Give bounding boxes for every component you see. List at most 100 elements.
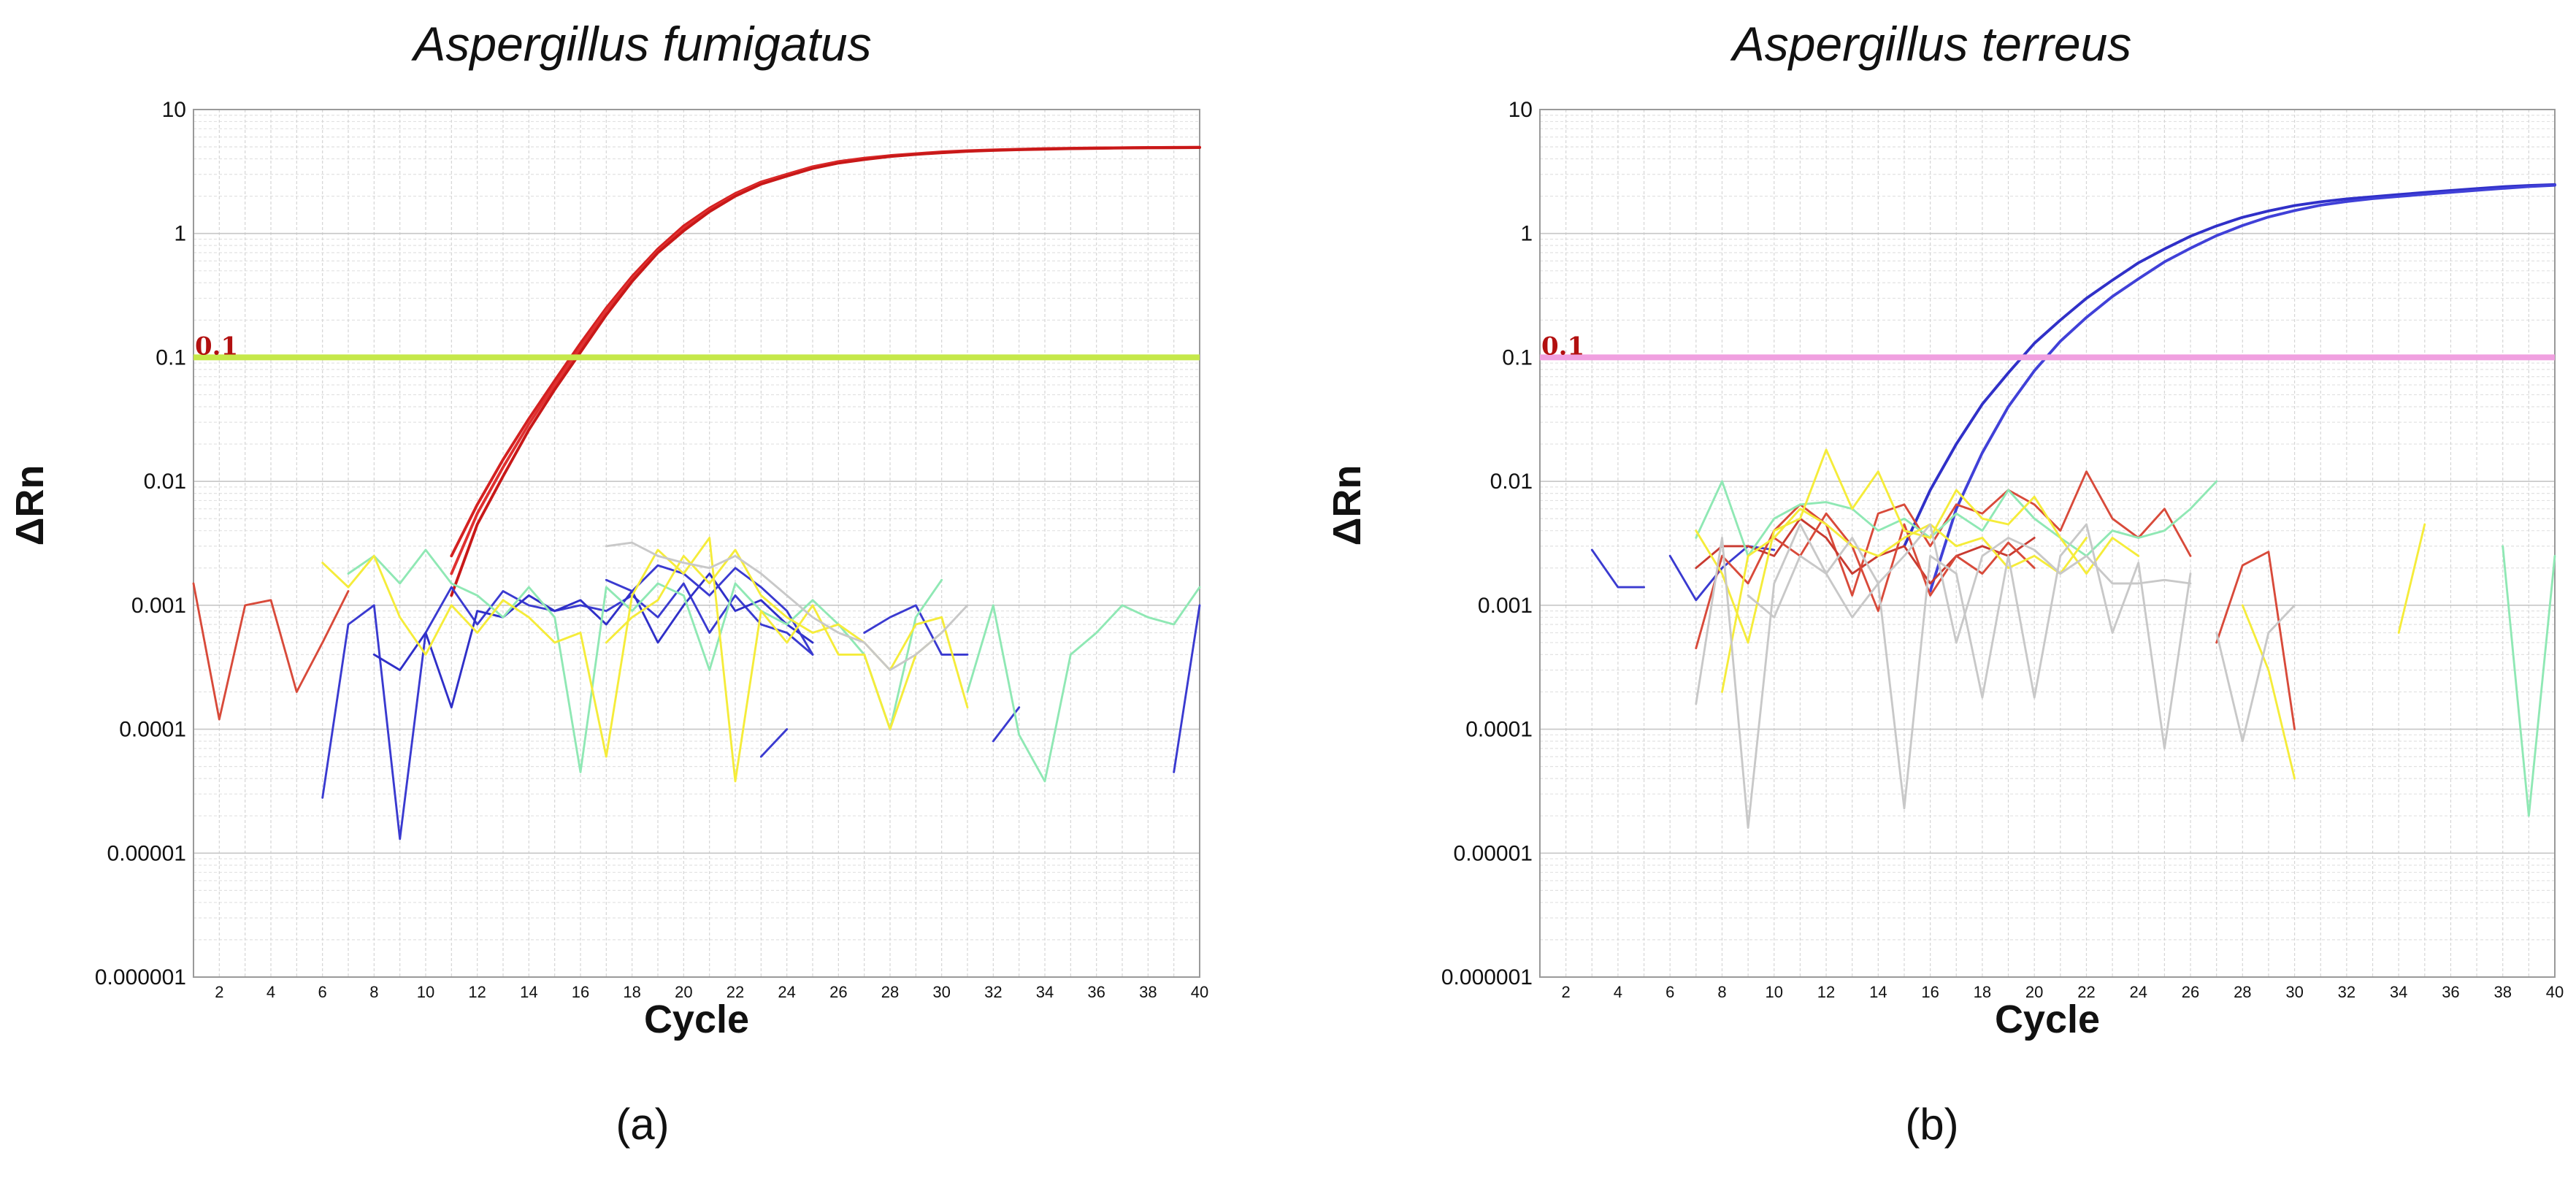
- plot-border: [1539, 109, 2556, 978]
- series-line-noise-red: [192, 582, 350, 721]
- x-tick-label: 32: [984, 983, 1002, 1001]
- series-line-noise-blue-5: [759, 728, 789, 758]
- plot-background: [1540, 110, 2555, 977]
- y-tick-label: 0.0001: [119, 718, 186, 742]
- chart-caption: (a): [616, 1100, 670, 1149]
- chart-panel-b: Aspergillus terreus ΔRn Cycle 10 1 0.1 0.01…: [1288, 0, 2576, 1183]
- x-tick-label: 4: [267, 983, 275, 1001]
- x-tick-label: 16: [572, 983, 589, 1001]
- y-tick-label: 1: [174, 222, 186, 246]
- chart-title: Aspergillus fumigatus: [413, 17, 872, 71]
- x-tick-label: 6: [318, 983, 327, 1001]
- y-tick-label: 0.001: [131, 594, 186, 618]
- y-tick-label: 0.01: [144, 470, 186, 494]
- series-line-noise-yellow-3: [2241, 604, 2296, 780]
- series-line-amplification-2: [1928, 183, 2556, 593]
- x-tick-label: 14: [520, 983, 537, 1001]
- x-tick-label: 12: [468, 983, 486, 1001]
- threshold-label: 0.1: [195, 332, 238, 361]
- y-tick-label: 0.00001: [107, 841, 186, 865]
- x-tick-label: 38: [1139, 983, 1157, 1001]
- chart-title: Aspergillus terreus: [1732, 17, 2132, 71]
- series-line-noise-blue-1: [321, 582, 814, 841]
- grid: [193, 109, 1200, 978]
- plot-background: [193, 110, 1200, 977]
- series-line-noise-blue-4: [863, 604, 969, 656]
- series-line-noise-green: [1695, 480, 2218, 557]
- x-tick-label: 14: [1869, 983, 1887, 1001]
- x-tick-label: 40: [1191, 983, 1208, 1001]
- x-tick-label: 36: [2442, 983, 2459, 1001]
- series-line-noise-yellow-4: [2397, 523, 2426, 634]
- series-line-noise-green-2: [2502, 545, 2556, 817]
- x-tick-label: 4: [1614, 983, 1622, 1001]
- series-line-noise-gray: [605, 541, 969, 672]
- x-tick-label: 8: [1717, 983, 1726, 1001]
- chart-caption: (b): [1905, 1100, 1959, 1149]
- x-tick-label: 30: [932, 983, 950, 1001]
- x-axis-label: Cycle: [643, 998, 750, 1041]
- x-tick-label: 26: [829, 983, 847, 1001]
- x-tick-label: 36: [1087, 983, 1105, 1001]
- series-line-noise-red-3: [1773, 512, 2036, 613]
- chart-panel-a: Aspergillus fumigatus ΔRn Cycle 10 1 0.1 0.…: [0, 0, 1285, 1183]
- x-tick-label: 22: [2077, 983, 2095, 1001]
- x-tick-label: 20: [675, 983, 692, 1001]
- series-line-noise-yellow: [321, 537, 943, 783]
- chart-plot-area: 10 1 0.1 0.01 0.001 0.0001 0.00001 0.000001 2 4 6 8…: [95, 98, 1208, 1001]
- series-line-noise-green-2: [966, 586, 1201, 783]
- series-line-noise-red-4: [2215, 551, 2296, 731]
- y-tick-label: 0.000001: [1441, 965, 1533, 989]
- y-tick-label: 0.1: [156, 345, 186, 370]
- series-line-noise-gray-2: [1747, 523, 2192, 644]
- x-axis-label: Cycle: [1994, 998, 2101, 1041]
- x-tick-label: 38: [2493, 983, 2511, 1001]
- series-line-noise-blue: [1590, 548, 1646, 589]
- series-group: [1590, 183, 2556, 830]
- y-tick-label: 0.0001: [1465, 718, 1533, 742]
- y-tick-label: 0.001: [1478, 594, 1533, 618]
- x-tick-label: 26: [2182, 983, 2199, 1001]
- series-group: [192, 145, 1201, 841]
- x-tick-label: 2: [215, 983, 223, 1001]
- x-tick-label: 22: [727, 983, 744, 1001]
- x-tick-label: 16: [1921, 983, 1939, 1001]
- x-tick-label: 28: [881, 983, 899, 1001]
- grid: [1539, 109, 2556, 978]
- threshold-label: 0.1: [1541, 332, 1584, 361]
- x-tick-label: 2: [1562, 983, 1571, 1001]
- series-line-noise-gray-3: [2215, 604, 2296, 743]
- y-tick-label: 0.1: [1502, 345, 1533, 370]
- series-line-noise-gray: [1695, 523, 2192, 830]
- x-tick-label: 10: [417, 983, 434, 1001]
- x-tick-label: 10: [1766, 983, 1783, 1001]
- x-tick-label: 6: [1665, 983, 1674, 1001]
- y-tick-label: 1: [1520, 222, 1533, 246]
- x-tick-label: 40: [2546, 983, 2564, 1001]
- series-line-noise-blue-2: [1668, 545, 1776, 602]
- series-line-noise-yellow: [1695, 448, 2140, 644]
- series-line-noise-red-2: [1695, 517, 2036, 585]
- series-line-noise-yellow-2: [605, 548, 969, 709]
- y-tick-label: 0.000001: [95, 965, 186, 989]
- x-tick-label: 32: [2338, 983, 2355, 1001]
- x-tick-label: 18: [623, 983, 640, 1001]
- y-tick-label: 10: [1509, 98, 1533, 122]
- series-line-noise-yellow-2: [1721, 508, 2088, 693]
- x-tick-label: 34: [2390, 983, 2407, 1001]
- series-line-noise-blue-7: [1173, 604, 1201, 773]
- x-tick-label: 34: [1036, 983, 1054, 1001]
- x-tick-label: 18: [1974, 983, 1991, 1001]
- x-tick-label: 30: [2285, 983, 2303, 1001]
- y-tick-label: 0.00001: [1454, 841, 1533, 865]
- x-tick-label: 20: [2025, 983, 2043, 1001]
- series-line-amplification-1: [1903, 183, 2556, 548]
- series-line-noise-blue-3: [605, 564, 814, 656]
- x-tick-label: 24: [2130, 983, 2147, 1001]
- x-tick-label: 8: [369, 983, 378, 1001]
- series-line-noise-green: [347, 548, 943, 773]
- x-tick-label: 12: [1817, 983, 1835, 1001]
- series-line-noise-blue-2: [372, 573, 814, 709]
- y-tick-label: 10: [162, 98, 186, 122]
